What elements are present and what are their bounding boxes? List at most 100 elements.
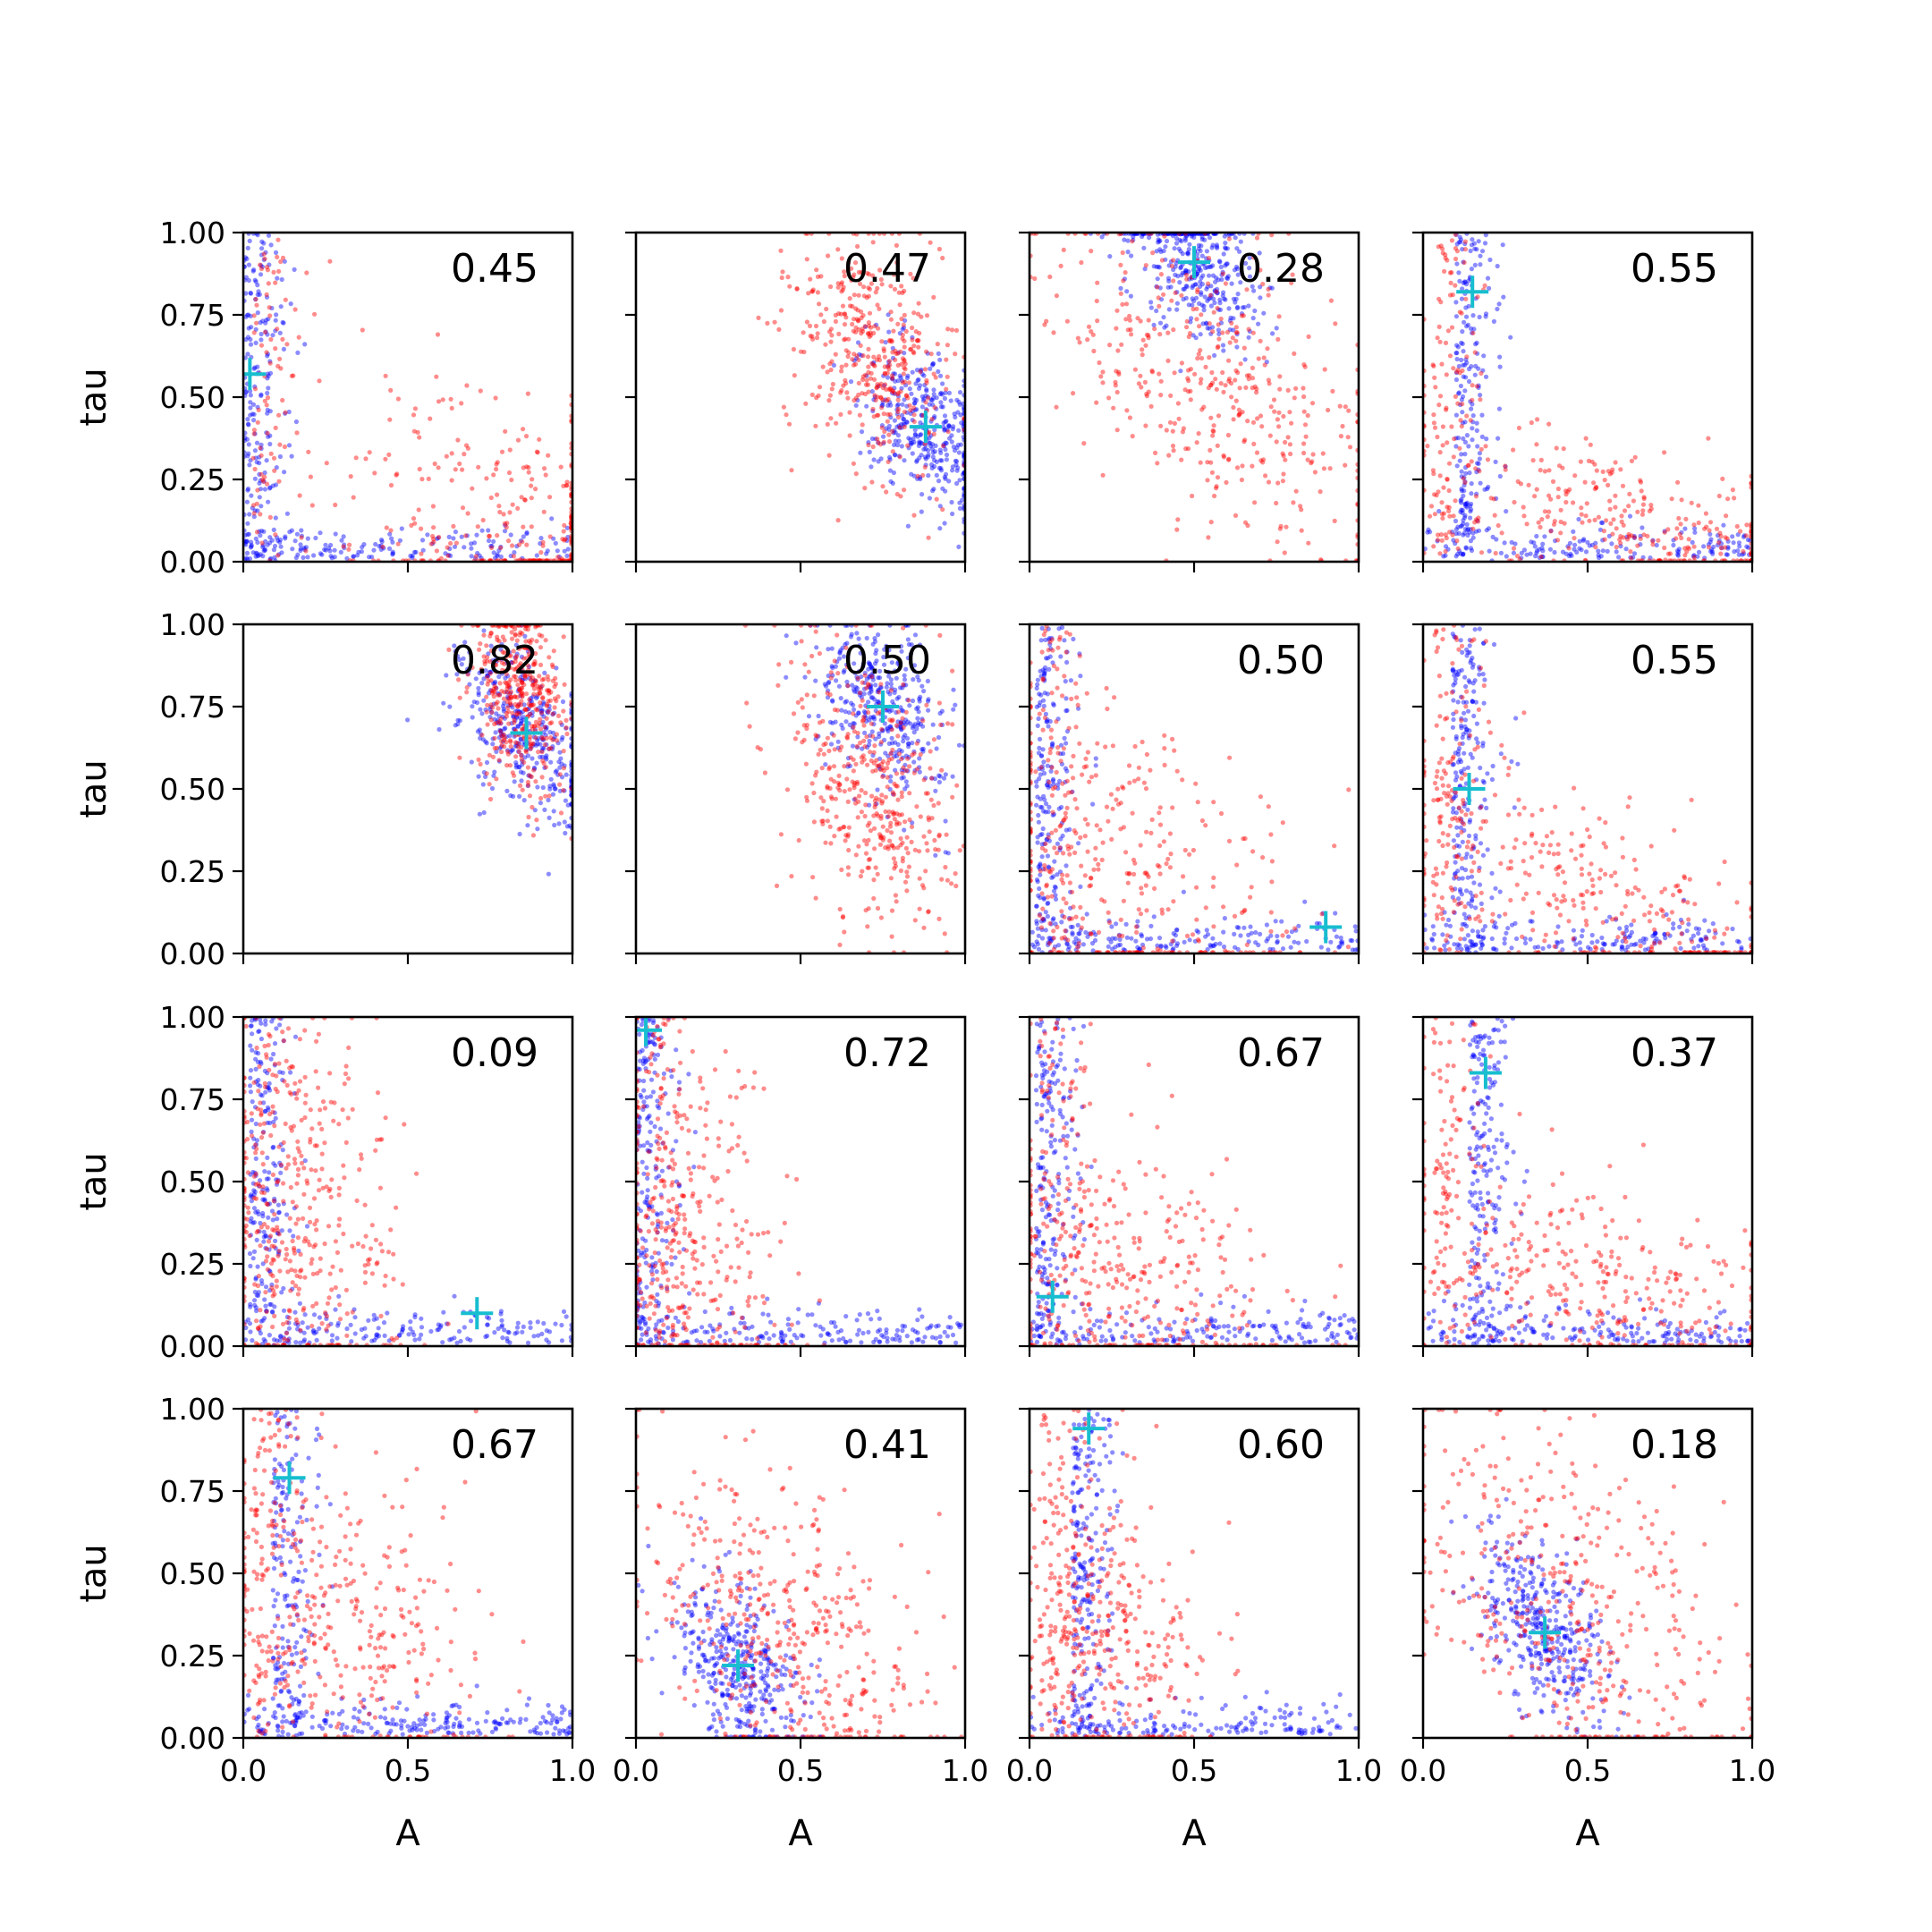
blue-point: [469, 759, 474, 765]
red-point: [1218, 316, 1224, 322]
blue-point: [1459, 397, 1464, 402]
blue-point: [1208, 292, 1215, 298]
blue-point: [858, 690, 863, 696]
red-point: [1445, 440, 1450, 445]
red-point: [531, 662, 537, 667]
red-point: [387, 417, 393, 422]
blue-point: [247, 238, 252, 243]
blue-point: [1046, 936, 1052, 941]
blue-point: [869, 729, 875, 734]
blue-point: [947, 436, 953, 441]
red-point: [1198, 460, 1203, 465]
blue-point: [1453, 518, 1459, 524]
red-point: [844, 735, 851, 741]
blue-point: [1470, 530, 1476, 536]
blue-point: [516, 702, 521, 708]
red-point: [869, 793, 875, 799]
red-point: [936, 834, 942, 839]
series-blue: [1423, 233, 1752, 562]
blue-point: [245, 421, 251, 427]
red-point: [1435, 434, 1440, 440]
red-point: [504, 524, 509, 530]
blue-point: [550, 712, 555, 717]
red-point: [1638, 479, 1644, 485]
red-point: [878, 834, 884, 839]
red-point: [502, 521, 508, 527]
red-point: [806, 669, 811, 674]
blue-point: [267, 433, 273, 438]
blue-point: [430, 541, 436, 547]
blue-point: [531, 741, 537, 747]
y-tick-label: 0.25: [160, 462, 225, 497]
blue-point: [938, 390, 944, 395]
blue-point: [513, 655, 518, 660]
blue-point: [1459, 523, 1464, 529]
red-point: [814, 335, 820, 341]
red-point: [529, 774, 534, 780]
blue-point: [868, 684, 873, 690]
blue-point: [911, 677, 916, 682]
red-point: [823, 840, 828, 845]
blue-point: [1110, 936, 1115, 941]
blue-point: [1240, 305, 1245, 310]
red-point: [1441, 485, 1446, 490]
red-point: [900, 840, 905, 845]
red-point: [855, 731, 860, 736]
blue-point: [1460, 552, 1466, 557]
blue-point: [1237, 249, 1242, 254]
blue-point: [899, 386, 904, 391]
blue-point: [247, 512, 252, 517]
red-point: [513, 666, 519, 672]
blue-point: [1745, 537, 1750, 543]
red-point: [1479, 446, 1484, 452]
red-point: [872, 804, 877, 809]
red-point: [509, 543, 515, 548]
blue-point: [323, 542, 328, 547]
blue-point: [1462, 279, 1468, 284]
blue-point: [910, 369, 915, 375]
red-point: [896, 751, 902, 757]
red-point: [1626, 531, 1631, 538]
blue-point: [874, 322, 879, 327]
red-point: [909, 824, 915, 830]
red-point: [871, 895, 877, 902]
blue-point: [1692, 530, 1698, 535]
blue-point: [953, 458, 958, 463]
blue-point: [1215, 286, 1220, 292]
red-point: [1180, 429, 1185, 435]
blue-point: [556, 821, 562, 826]
blue-point: [1173, 272, 1178, 277]
red-point: [1208, 460, 1214, 465]
blue-point: [1250, 284, 1255, 289]
blue-point: [1193, 282, 1199, 287]
red-point: [859, 788, 864, 793]
red-point: [1125, 327, 1131, 333]
blue-point: [1548, 528, 1554, 534]
blue-point: [895, 724, 901, 729]
red-point: [861, 738, 867, 744]
blue-point: [1225, 274, 1231, 279]
red-point: [896, 290, 902, 295]
blue-point: [501, 732, 506, 738]
red-point: [292, 307, 298, 312]
red-point: [1229, 394, 1234, 400]
red-point: [539, 750, 545, 755]
blue-point: [559, 737, 564, 742]
blue-point: [489, 543, 495, 549]
red-point: [484, 476, 489, 481]
red-point: [1225, 432, 1231, 438]
red-point: [809, 392, 815, 397]
red-point: [1236, 411, 1241, 417]
red-point: [561, 529, 566, 534]
red-point: [860, 759, 865, 765]
red-point: [521, 465, 526, 470]
red-point: [1443, 548, 1448, 555]
blue-point: [560, 734, 565, 741]
red-point: [522, 645, 528, 650]
red-point: [1258, 413, 1264, 419]
blue-point: [887, 724, 893, 730]
panel-value-label: 0.50: [843, 638, 931, 683]
blue-point: [1719, 541, 1724, 547]
red-point: [871, 750, 877, 755]
red-point: [825, 369, 830, 375]
